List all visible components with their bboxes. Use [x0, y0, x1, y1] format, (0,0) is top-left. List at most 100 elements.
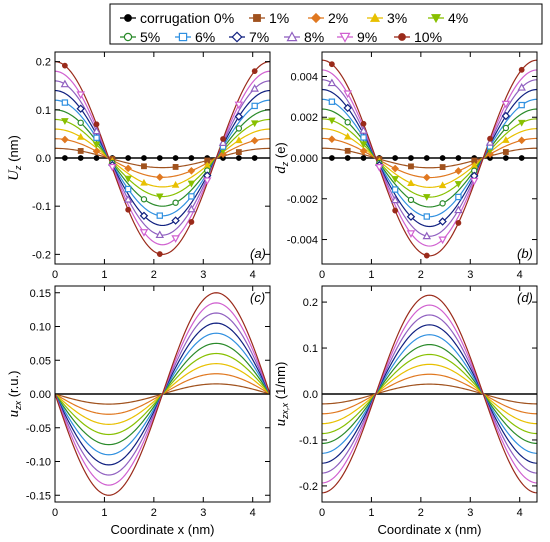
data-marker — [92, 147, 101, 156]
data-marker — [234, 112, 244, 121]
data-marker — [517, 136, 526, 145]
data-marker — [61, 62, 68, 69]
y-tick-label: -0.2 — [32, 249, 51, 261]
legend-label: 3% — [387, 10, 407, 26]
data-marker — [61, 135, 69, 144]
x-tick-label: 1 — [368, 507, 374, 519]
series-line — [322, 69, 537, 247]
data-marker — [518, 66, 525, 73]
data-marker — [108, 163, 117, 172]
x-tick-label: 1 — [101, 269, 107, 281]
data-marker — [455, 193, 462, 201]
y-axis-subscript: zx — [13, 400, 23, 411]
data-marker — [360, 134, 367, 141]
x-tick-label: 3 — [200, 507, 206, 519]
data-marker — [422, 173, 431, 182]
y-tick-label: 0.004 — [290, 71, 318, 83]
data-marker — [235, 149, 242, 155]
chart-panel: 0 1 2 3 4 -0.2 -0.1 0.0 0.1 0.2 Uz (nm) (a) — [6, 51, 271, 281]
legend-label: 10% — [414, 29, 442, 45]
data-marker — [502, 149, 509, 155]
data-marker — [454, 205, 463, 214]
legend-entry: 2% — [308, 10, 348, 26]
data-marker — [518, 155, 525, 161]
legend-marker — [124, 14, 132, 22]
data-marker — [423, 194, 431, 201]
y-tick-label: 0.05 — [30, 355, 51, 367]
data-marker — [156, 155, 163, 161]
data-marker — [187, 180, 196, 188]
data-marker — [407, 196, 415, 204]
series-line — [322, 147, 537, 169]
x-tick-label: 3 — [467, 507, 473, 519]
series-line — [322, 304, 537, 484]
data-marker — [140, 196, 148, 203]
data-marker — [408, 163, 414, 170]
data-marker — [344, 155, 351, 161]
legend-label: 2% — [328, 10, 348, 26]
series-line — [322, 363, 537, 425]
x-tick-label: 1 — [101, 507, 107, 519]
data-marker — [454, 167, 463, 175]
data-marker — [141, 163, 147, 170]
data-marker — [502, 124, 510, 132]
data-marker — [235, 136, 243, 144]
y-axis-label: dz (e) — [273, 142, 290, 174]
data-marker — [423, 213, 430, 220]
y-tick-label: -0.2 — [299, 481, 318, 493]
data-marker — [328, 135, 336, 144]
y-axis-subscript: z — [13, 165, 23, 171]
data-marker — [344, 147, 351, 154]
y-axis-symbol: U — [6, 169, 22, 181]
legend-label: 5% — [140, 29, 160, 45]
legend-marker — [231, 31, 243, 43]
legend-entry: 5% — [120, 29, 160, 45]
data-marker — [251, 68, 258, 75]
series-line — [55, 118, 270, 198]
data-marker — [202, 177, 212, 186]
series-line — [322, 314, 537, 474]
x-tick-label: 2 — [418, 507, 424, 519]
data-marker — [125, 155, 132, 161]
legend-marker — [339, 32, 351, 43]
panel-letter: (c) — [250, 290, 265, 305]
data-marker — [454, 181, 463, 188]
data-marker — [188, 193, 195, 200]
marker-group — [327, 61, 526, 259]
y-tick-label: 0.1 — [303, 343, 318, 355]
y-axis-unit: (nm) — [6, 135, 21, 165]
legend-label: corrugation 0% — [140, 10, 234, 26]
y-axis-subscript: zx,x — [280, 402, 290, 420]
data-marker — [155, 173, 164, 182]
data-marker — [156, 193, 164, 201]
data-marker — [141, 155, 147, 161]
legend-label: 1% — [269, 10, 289, 26]
data-marker — [92, 126, 101, 135]
data-marker — [76, 104, 85, 113]
x-tick-label: 0 — [319, 269, 325, 281]
data-marker — [124, 185, 132, 193]
data-marker — [438, 236, 447, 245]
y-tick-label: 0.1 — [36, 105, 51, 117]
legend-label: 8% — [304, 29, 324, 45]
data-marker — [422, 231, 432, 240]
x-tick-label: 2 — [151, 507, 157, 519]
x-tick-label: 0 — [319, 507, 325, 519]
data-marker — [487, 135, 493, 142]
legend-marker — [398, 33, 406, 41]
legend-entry: 8% — [284, 29, 324, 45]
data-marker — [93, 155, 100, 161]
data-marker — [343, 90, 352, 99]
x-tick-label: 0 — [52, 507, 58, 519]
x-tick-label: 0 — [52, 269, 58, 281]
chart-panel: 0 1 2 3 4 -0.2 -0.1 0.0 0.1 0.2 uzx,x (1/nm) Coordi… — [273, 285, 538, 537]
data-marker — [501, 111, 511, 121]
series-group — [55, 292, 270, 496]
series-line — [322, 294, 537, 494]
y-tick-label: -0.10 — [26, 457, 51, 469]
x-tick-label: 2 — [151, 269, 157, 281]
chart-panel: 0 1 2 3 4 -0.004 -0.002 0.000 0.002 0.004 dz (e) (b… — [273, 51, 538, 281]
y-tick-label: -0.004 — [287, 235, 318, 247]
data-marker — [423, 155, 430, 161]
series-line — [322, 383, 537, 405]
